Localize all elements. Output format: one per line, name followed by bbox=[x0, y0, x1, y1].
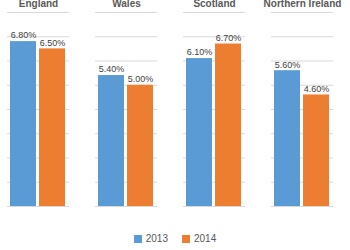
svg-text:Scotland: Scotland bbox=[193, 0, 235, 9]
html-text:2013: 2013 bbox=[145, 232, 168, 244]
svg-text:Wales: Wales bbox=[112, 0, 141, 9]
svg-text:5.00%: 5.00% bbox=[128, 74, 154, 84]
svg-text:6.80%: 6.80% bbox=[11, 30, 37, 40]
svg-text:England: England bbox=[19, 0, 58, 9]
svg-text:5.40%: 5.40% bbox=[99, 64, 125, 74]
html-text:2014: 2014 bbox=[194, 232, 217, 244]
svg-text:6.50%: 6.50% bbox=[40, 38, 66, 48]
svg-text:Northern Ireland: Northern Ireland bbox=[264, 0, 342, 9]
svg-text:6.70%: 6.70% bbox=[216, 33, 242, 43]
svg-text:5.60%: 5.60% bbox=[275, 60, 301, 70]
svg-text:4.60%: 4.60% bbox=[304, 84, 330, 94]
svg-text:6.10%: 6.10% bbox=[187, 47, 213, 57]
